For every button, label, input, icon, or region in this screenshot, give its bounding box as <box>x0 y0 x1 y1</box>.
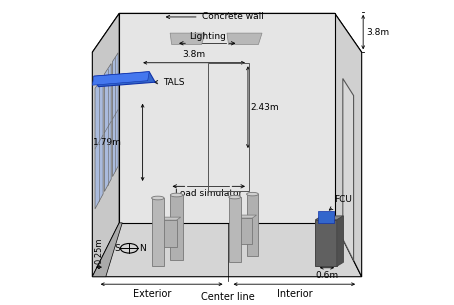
Text: 3.8m: 3.8m <box>367 28 390 37</box>
Polygon shape <box>170 195 183 260</box>
Polygon shape <box>92 72 149 85</box>
Polygon shape <box>247 194 258 256</box>
Polygon shape <box>92 13 362 52</box>
Polygon shape <box>157 220 177 247</box>
Polygon shape <box>234 218 252 244</box>
Polygon shape <box>119 13 335 223</box>
Text: Center line: Center line <box>201 292 255 302</box>
Polygon shape <box>92 223 122 277</box>
Text: 1.79m: 1.79m <box>93 138 122 146</box>
Text: 3.8m: 3.8m <box>183 50 206 59</box>
Polygon shape <box>337 216 343 266</box>
Ellipse shape <box>152 196 164 200</box>
Text: Interior: Interior <box>276 289 312 299</box>
Text: Exterior: Exterior <box>133 289 171 299</box>
Polygon shape <box>227 33 262 45</box>
Polygon shape <box>152 198 164 266</box>
Text: 0.6m: 0.6m <box>316 271 339 280</box>
Polygon shape <box>92 13 119 277</box>
Text: Lighting: Lighting <box>189 32 226 41</box>
Polygon shape <box>104 63 111 192</box>
Text: 2.43m: 2.43m <box>250 103 279 112</box>
Text: N: N <box>139 244 145 253</box>
Text: Concrete wall: Concrete wall <box>166 13 263 21</box>
Ellipse shape <box>247 192 258 196</box>
Text: 0.25m: 0.25m <box>94 238 104 264</box>
Polygon shape <box>94 72 155 87</box>
Polygon shape <box>113 53 118 177</box>
Text: FCU: FCU <box>329 195 352 210</box>
Polygon shape <box>234 215 257 218</box>
Polygon shape <box>229 197 241 262</box>
Polygon shape <box>335 13 362 277</box>
Polygon shape <box>315 220 337 266</box>
Polygon shape <box>170 33 205 45</box>
Polygon shape <box>318 211 334 224</box>
Polygon shape <box>315 216 343 220</box>
Ellipse shape <box>170 193 183 197</box>
Polygon shape <box>95 76 103 209</box>
Polygon shape <box>92 223 362 277</box>
Polygon shape <box>343 78 354 260</box>
Ellipse shape <box>229 196 241 199</box>
Text: Load simulator: Load simulator <box>175 189 242 198</box>
Polygon shape <box>157 217 181 220</box>
Text: TALS: TALS <box>154 78 184 87</box>
Text: S: S <box>114 244 120 253</box>
